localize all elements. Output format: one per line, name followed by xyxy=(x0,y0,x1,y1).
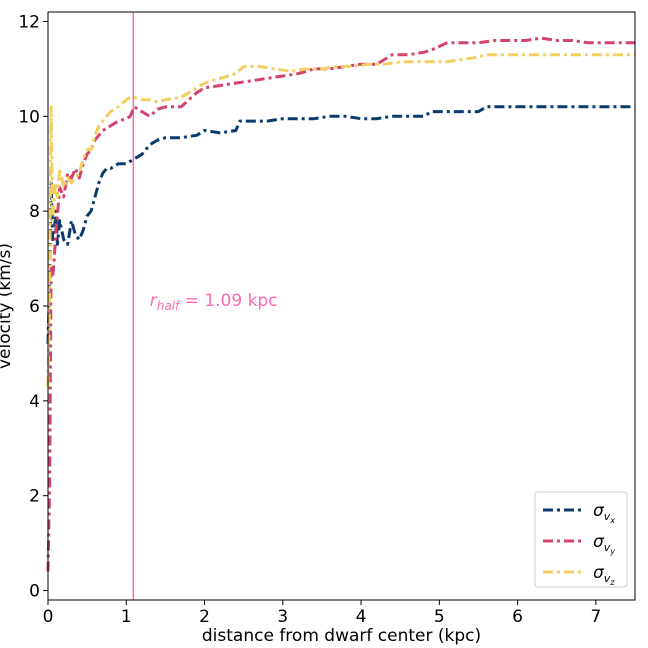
x-tick-label: 4 xyxy=(356,607,367,627)
legend-label-y: σvy xyxy=(593,532,615,556)
x-axis: 0 1 2 3 4 5 6 7 xyxy=(43,600,601,627)
y-tick-label: 8 xyxy=(29,202,40,222)
annotation-value: = 1.09 kpc xyxy=(179,291,277,311)
x-tick-label: 3 xyxy=(277,607,288,627)
series-line-x xyxy=(46,105,635,344)
annotation-r: r xyxy=(150,291,158,311)
legend-label-x: σvx xyxy=(593,501,615,525)
y-tick-label: 2 xyxy=(29,487,40,507)
x-tick-label: 1 xyxy=(121,607,132,627)
series-line-y xyxy=(46,36,635,572)
legend: σvx σvy σvz xyxy=(534,491,628,588)
x-tick-label: 0 xyxy=(43,607,54,627)
y-tick-label: 10 xyxy=(18,107,40,127)
legend-label-z: σvz xyxy=(593,563,615,587)
series-line-z xyxy=(46,53,635,387)
y-axis-label: velocity (km/s) xyxy=(0,243,15,369)
r-half-annotation: rhalf = 1.09 kpc xyxy=(150,291,278,313)
y-tick-label: 12 xyxy=(18,12,40,32)
x-tick-label: 6 xyxy=(512,607,523,627)
y-tick-label: 0 xyxy=(29,582,40,602)
x-axis-label: distance from dwarf center (kpc) xyxy=(202,626,481,646)
y-axis: 0 2 4 6 8 10 12 xyxy=(18,12,48,602)
x-tick-label: 2 xyxy=(199,607,210,627)
y-tick-label: 4 xyxy=(29,392,40,412)
x-tick-label: 7 xyxy=(590,607,601,627)
plot-content xyxy=(46,12,635,600)
x-tick-label: 5 xyxy=(434,607,445,627)
y-tick-label: 6 xyxy=(29,297,40,317)
annotation-subscript: half xyxy=(157,299,181,313)
